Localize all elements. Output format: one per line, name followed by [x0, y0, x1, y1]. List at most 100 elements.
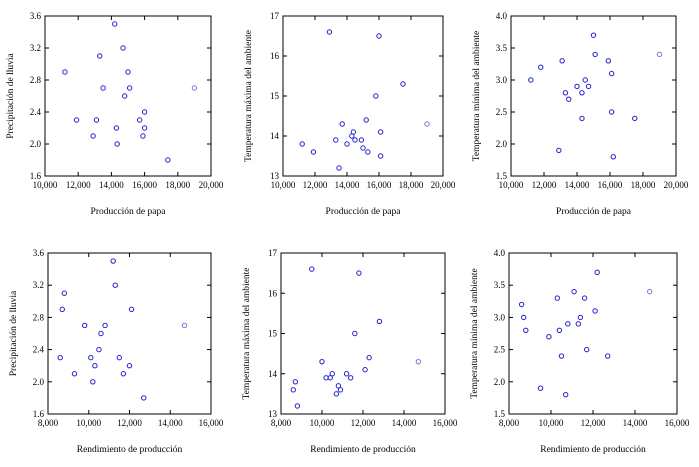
scatter-point: [376, 318, 383, 325]
scatter-point: [538, 64, 544, 70]
scatter-point: [90, 133, 96, 139]
scatter-point: [373, 93, 379, 99]
scatter-point: [62, 69, 68, 75]
scatter-point: [563, 391, 569, 398]
y-tick-label: 3.5: [496, 43, 508, 53]
scatter-point: [97, 53, 103, 59]
scatter-point: [110, 258, 116, 264]
scatter-point: [348, 375, 354, 381]
y-axis-title: Temperatura mínima del ambiente: [472, 31, 482, 161]
scatter-point: [608, 70, 615, 77]
scatter-point: [592, 51, 598, 58]
scatter-point: [141, 125, 148, 131]
scatter-point: [126, 363, 133, 369]
x-tick-label: 12,000: [66, 180, 91, 190]
x-tick-label: 10,000: [33, 180, 58, 190]
x-tick-label: 18,000: [631, 180, 656, 190]
scatter-point: [98, 330, 104, 337]
scatter-point: [605, 353, 611, 359]
scatter-point: [546, 334, 552, 340]
y-tick-label: 3.2: [33, 280, 44, 290]
scatter-point: [333, 137, 339, 143]
y-tick-label: 4.0: [496, 11, 508, 21]
y-tick-label: 17: [270, 11, 280, 21]
y-tick-label: 1.6: [33, 409, 45, 419]
scatter-point: [121, 93, 128, 99]
scatter-point: [114, 141, 120, 147]
scatter-point: [582, 77, 588, 83]
x-tick-label: 20,000: [199, 180, 224, 190]
scatter-point: [574, 83, 580, 90]
y-tick-label: 2.4: [30, 107, 42, 117]
scatter-point: [96, 346, 102, 353]
y-tick-label: 2.5: [494, 345, 506, 355]
plot-frame: [47, 252, 212, 415]
scatter-point: [329, 371, 335, 377]
scatter-point: [377, 153, 384, 159]
x-tick-label: 14,000: [623, 418, 648, 428]
x-tick-label: 10,000: [76, 418, 101, 428]
scatter-point: [376, 33, 382, 39]
scatter-point: [362, 367, 368, 373]
scatter-point: [554, 295, 560, 301]
x-tick-label: 18,000: [399, 180, 424, 190]
x-axis-title: Rendimiento de producción: [77, 445, 183, 455]
x-tick-label: 12,000: [581, 418, 606, 428]
x-tick-label: 10,000: [271, 180, 296, 190]
scatter-point: [326, 29, 333, 35]
scatter-point: [537, 385, 544, 391]
scatter-point: [562, 90, 569, 96]
scatter-point: [594, 269, 600, 276]
scatter-point: [360, 145, 366, 151]
x-tick-label: 12,000: [117, 418, 142, 428]
x-axis-title: Producción de papa: [556, 207, 632, 217]
y-tick-label: 1.5: [496, 171, 508, 181]
scatter-point: [337, 387, 344, 393]
y-tick-label: 1.5: [494, 409, 506, 419]
scatter-point: [292, 379, 299, 385]
x-tick-label: 14,000: [158, 418, 183, 428]
plot-frame: [282, 15, 444, 177]
x-tick-label: 14,000: [335, 180, 360, 190]
x-tick-label: 10,000: [310, 418, 335, 428]
y-tick-label: 1.6: [30, 171, 42, 181]
scatter-point: [592, 308, 598, 314]
scatter-point: [336, 165, 342, 171]
scatter-point: [343, 371, 350, 377]
scatter-point: [632, 115, 638, 122]
scatter-point: [73, 117, 80, 123]
scatter-point: [71, 371, 78, 377]
scatter-point: [93, 117, 100, 123]
x-tick-label: 20,000: [431, 180, 456, 190]
scatter-point: [90, 379, 96, 385]
scatter-point: [81, 322, 88, 329]
scatter-point: [400, 81, 406, 87]
x-tick-label: 12,000: [532, 180, 557, 190]
x-tick-label: 16,000: [367, 180, 392, 190]
scatter-point: [585, 83, 592, 90]
x-axis-title: Producción de papa: [326, 207, 402, 217]
x-tick-label: 8,000: [38, 418, 59, 428]
y-tick-label: 15: [268, 329, 278, 339]
scatter-point: [112, 21, 118, 27]
scatter-point: [141, 395, 147, 401]
scatter-point: [191, 85, 198, 91]
scatter-point: [344, 141, 350, 147]
x-tick-label: 16,000: [132, 180, 157, 190]
scatter-point: [126, 85, 133, 91]
scatter-point: [290, 387, 296, 393]
y-tick-label: 2.0: [33, 377, 45, 387]
scatter-point: [61, 290, 68, 296]
y-axis-title: Temperatura máxima del ambiente: [242, 267, 252, 399]
y-tick-label: 16: [270, 51, 280, 61]
y-tick-label: 2.0: [496, 139, 508, 149]
scatter-point: [521, 314, 527, 321]
scatter-point: [165, 157, 171, 163]
y-axis-title: Precipitación de lluvia: [6, 52, 16, 138]
scatter-panel-4: 8,000 10,000 12,000 14,000 16,000 1.6 2.0 2.4 2.…: [9, 248, 224, 455]
scatter-point: [571, 288, 577, 295]
scatter-point: [556, 147, 562, 154]
x-tick-label: 14,000: [565, 180, 590, 190]
x-tick-label: 8,000: [271, 418, 292, 428]
